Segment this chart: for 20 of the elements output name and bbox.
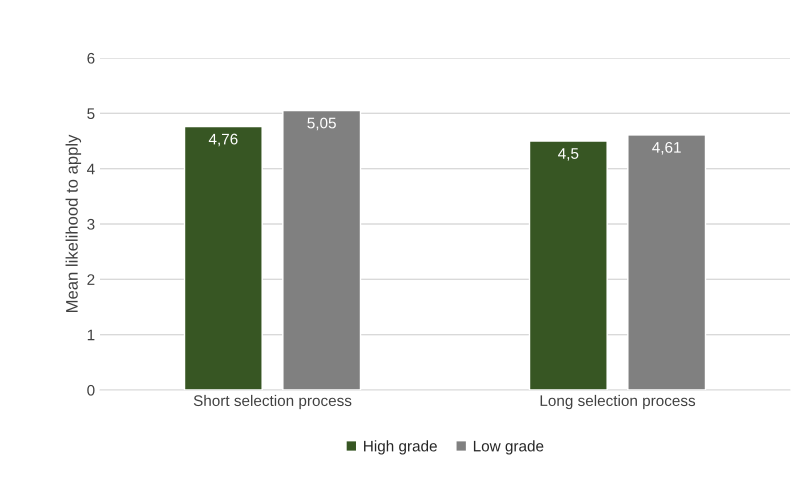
- bar: [627, 134, 706, 390]
- data-label: 5,05: [307, 118, 336, 130]
- y-tick-label: 5: [87, 108, 94, 120]
- data-label: 4,5: [558, 148, 578, 161]
- bar: [282, 110, 362, 390]
- y-tick-label: 4: [86, 164, 95, 174]
- legend-label: Low grade: [474, 440, 544, 455]
- y-tick-label: 6: [87, 52, 94, 64]
- data-label: 4,76: [208, 134, 238, 146]
- x-tick-label: Short selection process: [194, 394, 352, 410]
- y-tick-label: 1: [88, 330, 94, 340]
- y-tick-label: 0: [87, 384, 95, 396]
- legend-label: High grade: [364, 440, 437, 455]
- bar: [528, 140, 608, 390]
- data-label: 4,61: [652, 142, 681, 155]
- x-tick-label: Long selection process: [540, 394, 696, 410]
- bar: [184, 126, 263, 390]
- y-tick-label: 2: [87, 274, 94, 285]
- y-axis-title: Mean likelihood to apply: [66, 134, 82, 312]
- y-tick-label: 3: [87, 218, 94, 230]
